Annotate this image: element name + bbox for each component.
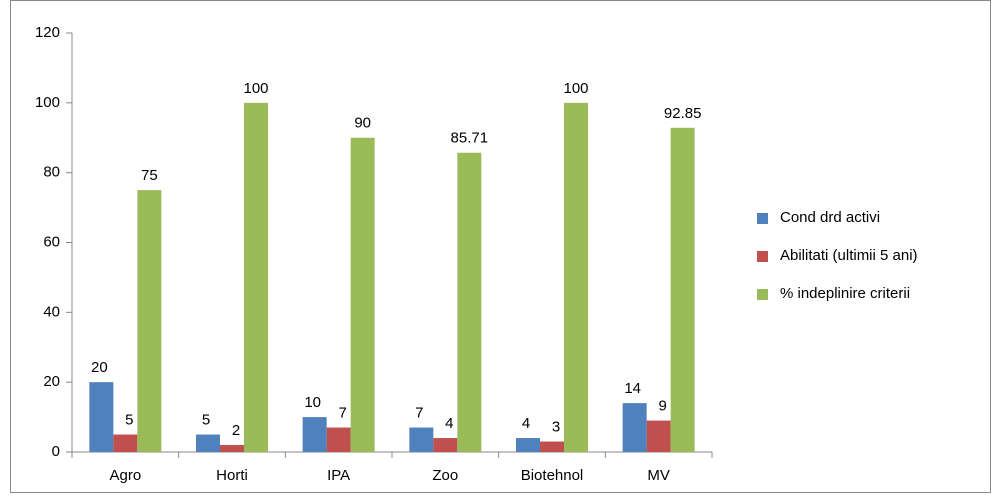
y-tick-label: 100: [35, 94, 60, 111]
bar: [302, 417, 327, 452]
data-label: 4: [522, 415, 530, 432]
bar: [350, 137, 375, 452]
y-tick-label: 20: [43, 373, 60, 390]
data-label: 100: [243, 80, 268, 97]
legend-swatch: [757, 251, 768, 262]
data-label: 10: [304, 394, 321, 411]
data-label: 5: [125, 412, 133, 429]
bar: [540, 441, 564, 452]
data-label: 2: [232, 422, 240, 439]
data-label: 14: [624, 380, 641, 397]
data-label: 3: [552, 418, 560, 435]
x-tick-label: MV: [647, 467, 670, 484]
bar: [196, 434, 220, 452]
bar: [516, 438, 540, 452]
legend-swatch: [757, 213, 768, 224]
x-tick-label: IPA: [327, 467, 350, 484]
data-label: 85.71: [451, 130, 489, 147]
x-tick-label: Agro: [109, 467, 141, 484]
y-tick-label: 0: [52, 443, 60, 460]
data-label: 5: [202, 412, 210, 429]
data-label: 90: [354, 115, 371, 132]
legend-swatch: [757, 289, 768, 300]
y-tick-label: 80: [43, 164, 60, 181]
x-tick-label: Biotehnol: [521, 467, 584, 484]
legend-label: Cond drd activi: [780, 209, 880, 226]
bar: [564, 102, 588, 452]
bar: [622, 403, 647, 452]
bar: [113, 434, 138, 452]
chart-border: [10, 0, 991, 493]
data-label: 7: [415, 405, 423, 422]
data-label: 92.85: [664, 105, 702, 122]
bar: [89, 382, 114, 452]
y-tick-label: 60: [43, 233, 60, 250]
data-label: 100: [563, 80, 588, 97]
y-tick-label: 120: [35, 24, 60, 41]
x-tick-label: Horti: [216, 467, 248, 484]
bar: [646, 420, 671, 452]
data-label: 20: [91, 359, 108, 376]
bar: [409, 427, 434, 452]
bar: [457, 152, 482, 452]
bar: [326, 427, 351, 452]
data-label: 75: [141, 167, 158, 184]
bar: [244, 102, 268, 452]
bar: [220, 445, 244, 452]
data-label: 7: [338, 405, 346, 422]
data-label: 4: [445, 415, 453, 432]
data-label: 9: [658, 398, 666, 415]
y-tick-label: 40: [43, 303, 60, 320]
bar: [433, 438, 458, 452]
bar: [137, 190, 162, 452]
legend-label: Abilitati (ultimii 5 ani): [780, 247, 918, 264]
x-tick-label: Zoo: [432, 467, 458, 484]
legend-label: % indeplinire criterii: [780, 285, 910, 302]
bar: [670, 127, 695, 452]
